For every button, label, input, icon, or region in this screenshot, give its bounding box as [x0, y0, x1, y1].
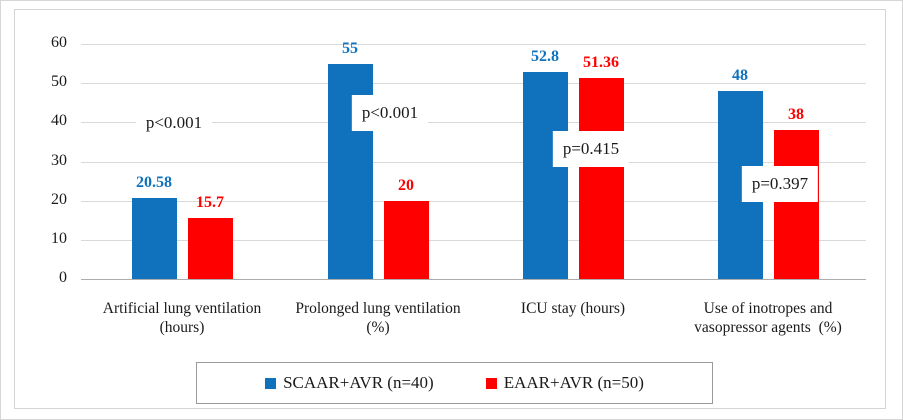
legend-item-eaar-avr: EAAR+AVR (n=50) — [485, 373, 644, 393]
category-label-1: Artificial lung ventilation (hours) — [77, 300, 287, 337]
gridline-60 — [81, 44, 866, 45]
legend-label-eaar-avr: EAAR+AVR (n=50) — [503, 373, 644, 392]
value-label-red-group2: 20 — [398, 176, 414, 194]
bar-red-group1 — [187, 217, 233, 279]
bar-blue-group3 — [522, 72, 568, 279]
gridline-30 — [81, 161, 866, 163]
legend: SCAAR+AVR (n=40) EAAR+AVR (n=50) — [196, 362, 713, 404]
bar-blue-group1 — [131, 198, 177, 279]
gridline-40 — [81, 122, 866, 124]
y-tick-10: 10 — [51, 229, 67, 247]
category-label-line: (%) — [366, 318, 390, 336]
category-label-line: Artificial lung ventilation — [102, 300, 262, 317]
x-axis-line — [81, 279, 866, 280]
category-label-line: vasopressor agents (%) — [694, 318, 842, 336]
category-label-line: (hours) — [159, 318, 205, 336]
legend-label-scaar-avr: SCAAR+AVR (n=40) — [283, 373, 434, 392]
legend-item-scaar-avr: SCAAR+AVR (n=40) — [265, 373, 434, 393]
y-tick-50: 50 — [51, 73, 67, 91]
gridline-10 — [81, 239, 866, 241]
category-label-line: Prolonged lung ventilation — [295, 300, 461, 317]
y-tick-30: 30 — [51, 151, 67, 169]
p-value-annotation-2: p<0.001 — [351, 95, 429, 131]
legend-swatch-blue-icon — [265, 377, 277, 389]
category-label-4: Use of inotropes and vasopressor agents (… — [663, 300, 873, 337]
value-label-blue-group4: 48 — [732, 67, 748, 84]
p-value-annotation-1: p<0.001 — [135, 105, 213, 141]
bar-red-group3 — [578, 77, 624, 279]
y-tick-0: 0 — [59, 269, 67, 286]
p-value-annotation-3: p=0.415 — [552, 131, 630, 167]
p-value-annotation-4: p=0.397 — [741, 166, 819, 202]
y-tick-20: 20 — [51, 190, 67, 208]
gridline-50 — [81, 83, 866, 85]
value-label-red-group4: 38 — [788, 106, 804, 124]
y-tick-40: 40 — [51, 112, 67, 130]
category-label-line: ICU stay (hours) — [520, 300, 626, 317]
value-label-red-group3: 51.36 — [583, 53, 619, 71]
value-label-blue-group1: 20.58 — [136, 174, 172, 192]
value-label-red-group1: 15.7 — [196, 193, 224, 211]
gridline-20 — [81, 200, 866, 202]
category-label-2: Prolonged lung ventilation (%) — [273, 300, 483, 337]
value-label-blue-group2: 55 — [342, 39, 358, 57]
value-label-blue-group3: 52.8 — [531, 48, 559, 66]
legend-swatch-red-icon — [485, 377, 497, 389]
bar-red-group2 — [383, 200, 429, 279]
category-label-3: ICU stay (hours) — [468, 300, 678, 319]
bar-red-group4 — [773, 130, 819, 279]
y-tick-60: 60 — [51, 34, 67, 51]
category-label-line: Use of inotropes and — [703, 300, 833, 317]
